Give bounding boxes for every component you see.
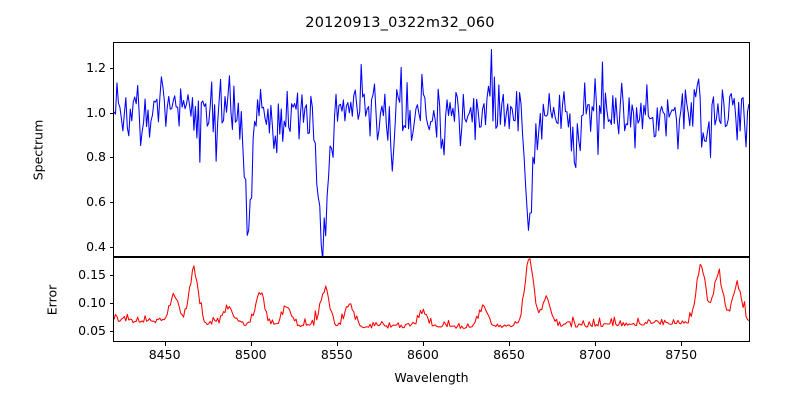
spectrum-axes xyxy=(113,42,750,257)
spectrum-y-tick-label: 0.4 xyxy=(86,238,106,254)
spectrum-y-tick-label: 1.0 xyxy=(86,104,106,120)
spectrum-y-tick-mark xyxy=(109,112,113,114)
error-y-tick-label: 0.05 xyxy=(78,322,106,338)
x-tick-label: 8700 xyxy=(579,347,611,362)
error-axes xyxy=(113,257,750,342)
error-y-axis-label: Error xyxy=(44,284,60,316)
error-y-tick-mark xyxy=(109,303,113,305)
x-tick-mark xyxy=(508,342,510,346)
spectrum-y-tick-mark xyxy=(109,246,113,248)
spectrum-y-tick-label: 1.2 xyxy=(86,59,106,75)
x-tick-label: 8500 xyxy=(234,347,267,362)
spectrum-y-tick-mark xyxy=(109,157,113,159)
spectrum-y-tick-mark xyxy=(109,67,113,69)
x-axis-label: Wavelength xyxy=(394,370,469,385)
x-tick-label: 8600 xyxy=(406,347,439,362)
error-y-tick-label: 0.10 xyxy=(78,295,106,311)
spectrum-y-tick-mark xyxy=(109,202,113,204)
error-y-tick-label: 0.15 xyxy=(78,267,106,283)
x-tick-mark xyxy=(681,342,683,346)
error-plot-area xyxy=(114,258,749,341)
spectrum-y-tick-label: 0.6 xyxy=(86,194,106,210)
figure-title: 20120913_0322m32_060 xyxy=(305,15,495,31)
error-y-tick-mark xyxy=(109,330,113,332)
error-y-tick-mark xyxy=(109,275,113,277)
x-tick-mark xyxy=(250,342,252,346)
error-trace xyxy=(114,258,749,341)
spectrum-trace xyxy=(114,43,749,256)
x-tick-label: 8750 xyxy=(665,347,698,362)
spectrum-y-axis-label: Spectrum xyxy=(30,119,46,181)
x-tick-mark xyxy=(336,342,338,346)
x-tick-label: 8650 xyxy=(493,347,525,362)
spectrum-plot-area xyxy=(114,43,749,256)
spectrum-y-tick-label: 0.8 xyxy=(86,149,106,165)
x-tick-mark xyxy=(595,342,597,346)
x-tick-mark xyxy=(164,342,166,346)
x-tick-label: 8550 xyxy=(320,347,353,362)
x-tick-label: 8450 xyxy=(148,347,181,362)
x-tick-mark xyxy=(422,342,424,346)
